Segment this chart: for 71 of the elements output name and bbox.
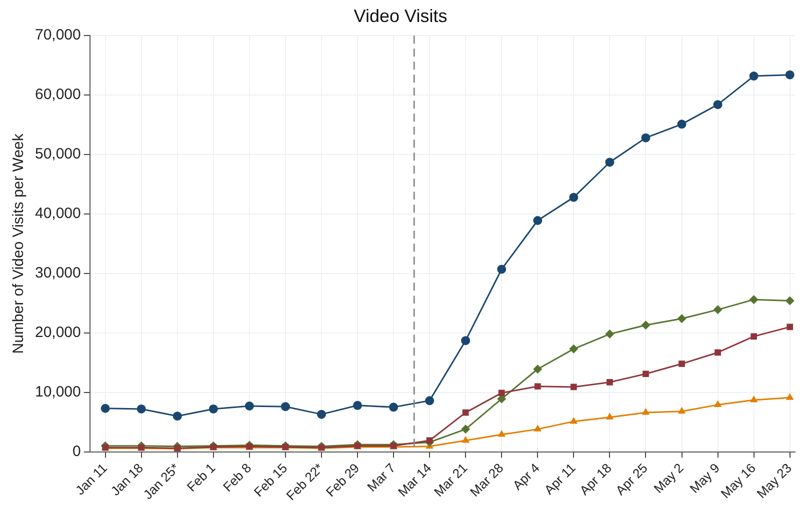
point [425, 396, 434, 406]
x-tick-label: Apr 18 [576, 460, 614, 498]
point [462, 409, 469, 416]
x-tick-label: May 23 [754, 460, 795, 502]
point [641, 133, 650, 142]
point [677, 314, 686, 324]
y-tick-label: 70,000 [34, 26, 81, 44]
y-tick-label: 30,000 [34, 264, 81, 282]
y-tick-label: 50,000 [34, 146, 81, 163]
point [353, 400, 362, 410]
point [316, 410, 326, 419]
point [244, 401, 254, 410]
point [534, 424, 542, 432]
point [570, 416, 578, 424]
point [533, 216, 542, 225]
point [785, 296, 794, 306]
point [533, 364, 542, 374]
point [713, 305, 722, 314]
y-tick-label: 10,000 [34, 383, 81, 400]
x-tick-label: Feb 29 [322, 460, 362, 500]
point [606, 412, 614, 420]
point [677, 120, 686, 129]
point [750, 396, 758, 402]
x-tick-label: Feb 1 [184, 460, 218, 494]
x-tick-label: May 2 [650, 460, 686, 496]
point [678, 360, 685, 367]
x-tick-label: Jan 18 [108, 460, 146, 499]
point [605, 158, 614, 167]
y-tick-label: 40,000 [34, 205, 81, 222]
x-tick-label: Apr 4 [510, 460, 542, 493]
point [749, 72, 758, 81]
point [208, 404, 218, 414]
point [785, 70, 794, 80]
point [642, 408, 650, 415]
x-tick-label: Feb 8 [220, 460, 254, 494]
point [498, 390, 505, 396]
point [461, 336, 470, 346]
y-tick-label: 60,000 [34, 86, 81, 104]
point [497, 264, 506, 274]
point [280, 402, 290, 412]
x-tick-label: Apr 25 [612, 460, 650, 498]
y-axis-title: Number of Video Visits per Week [10, 133, 28, 354]
x-tick-label: Apr 11 [541, 460, 578, 498]
point [462, 436, 470, 443]
point [498, 430, 506, 437]
point [786, 324, 794, 330]
point [172, 412, 182, 421]
y-tick-label: 20,000 [34, 324, 81, 342]
point [605, 330, 614, 339]
point [714, 400, 722, 408]
point [642, 370, 649, 378]
point [750, 333, 758, 340]
point [678, 406, 686, 414]
y-tick-label: 0 [72, 442, 81, 460]
point [389, 402, 398, 412]
point [569, 192, 578, 202]
point [136, 404, 146, 414]
point [534, 383, 541, 390]
point [606, 379, 613, 386]
point [461, 424, 470, 434]
point [100, 404, 110, 413]
point [426, 437, 433, 444]
x-tick-label: Jan 11 [72, 460, 110, 498]
point [713, 100, 722, 110]
point [570, 384, 577, 390]
point [714, 349, 721, 356]
chart-title: Video Visits [354, 6, 448, 26]
point [749, 295, 758, 304]
point [786, 393, 794, 400]
point [569, 344, 578, 354]
point [641, 320, 650, 330]
